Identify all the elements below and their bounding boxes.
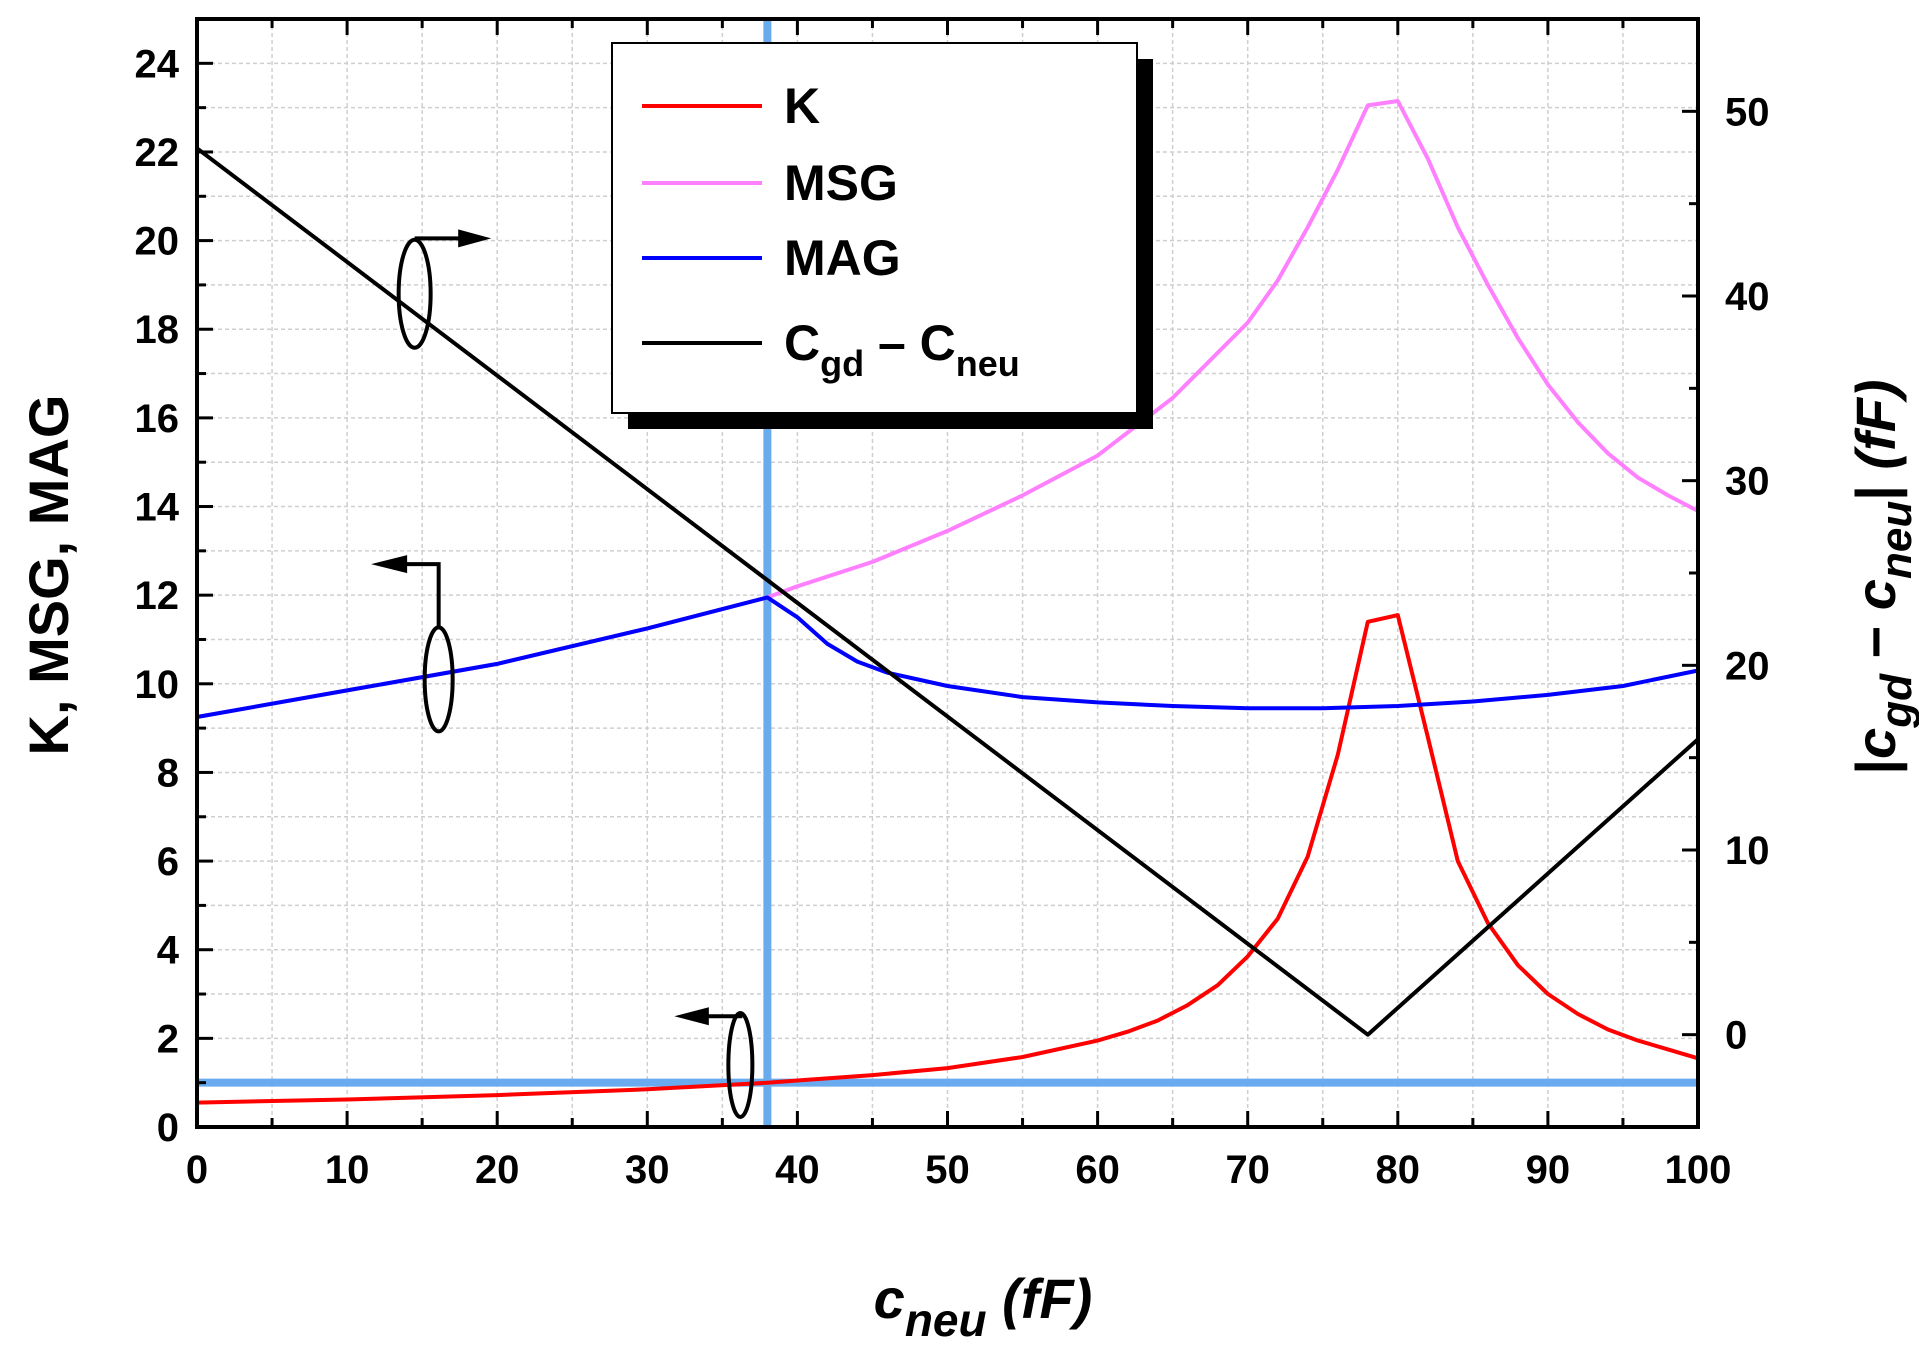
y-left-tick-label: 0 — [157, 1106, 179, 1150]
y-left-tick-label: 8 — [157, 751, 179, 795]
arrow-left-k-indicator — [674, 1007, 755, 1119]
legend: K MSG MAG Cgd – Cneu — [611, 42, 1153, 429]
x-tick-label: 60 — [1075, 1148, 1120, 1192]
x-tick-label: 20 — [475, 1148, 520, 1192]
y-left-tick-label: 6 — [157, 840, 179, 884]
y-right-axis-title: |cgd − cneu| (fF) — [1844, 379, 1919, 774]
series-lines — [195, 99, 1700, 1105]
ticks: 0 10 20 30 40 50 60 70 80 90 100024681012141618202… — [135, 19, 1770, 1192]
y-left-tick-label: 22 — [135, 131, 180, 175]
x-tick-label: 50 — [925, 1148, 970, 1192]
arrow-left-k-indicator-ellipse — [726, 1010, 755, 1119]
arrow-left-k-indicator-arrow-line — [701, 1012, 743, 1019]
y-right-tick-label: 30 — [1725, 460, 1770, 504]
y-left-tick-label: 2 — [157, 1017, 179, 1061]
arrow-right-indicator — [396, 229, 492, 350]
series-line-cgd-cneu — [195, 146, 1700, 1037]
x-tick-label: 30 — [625, 1148, 670, 1192]
x-tick-label: 80 — [1376, 1148, 1421, 1192]
annotations — [371, 229, 755, 1119]
x-tick-label: 10 — [325, 1148, 370, 1192]
legend-label-mag: MAG — [784, 230, 901, 286]
series-line-mag — [196, 595, 1699, 719]
y-right-tick-label: 0 — [1725, 1014, 1747, 1058]
y-left-tick-label: 12 — [135, 574, 180, 618]
y-left-tick-label: 20 — [135, 220, 180, 264]
arrow-right-indicator-arrow-head — [458, 229, 492, 248]
y-left-tick-label: 18 — [135, 308, 180, 352]
x-tick-label: 40 — [775, 1148, 820, 1192]
arrow-left-mag-indicator-ellipse — [422, 625, 455, 734]
x-tick-label: 0 — [186, 1148, 208, 1192]
legend-label-msg: MSG — [784, 155, 898, 211]
x-tick-label: 100 — [1665, 1148, 1732, 1192]
x-axis-title: cneu (fF) — [874, 1267, 1093, 1346]
x-tick-label: 70 — [1225, 1148, 1270, 1192]
legend-label-k: K — [784, 78, 820, 134]
y-right-tick-label: 40 — [1725, 275, 1770, 319]
arrow-left-mag-indicator-arrow-head — [371, 555, 408, 574]
arrow-left-mag-indicator-arrow-line — [401, 562, 441, 628]
y-right-tick-label: 10 — [1725, 829, 1770, 873]
arrow-left-k-indicator-arrow-head — [674, 1007, 709, 1026]
series-line-msg — [196, 99, 1699, 719]
legend-label-cgd-cneu: Cgd – Cneu — [784, 315, 1020, 384]
y-right-tick-label: 50 — [1725, 90, 1770, 134]
y-left-tick-label: 24 — [135, 42, 180, 86]
y-left-tick-label: 10 — [135, 663, 180, 707]
y-right-tick-label: 20 — [1725, 644, 1770, 688]
arrow-right-indicator-ellipse — [396, 237, 433, 350]
y-left-tick-label: 14 — [135, 486, 180, 530]
y-left-axis-title: K, MSG, MAG — [17, 395, 80, 756]
x-tick-label: 90 — [1526, 1148, 1571, 1192]
y-left-tick-label: 4 — [157, 929, 180, 973]
y-left-tick-label: 16 — [135, 397, 180, 441]
series-line-k — [196, 613, 1699, 1105]
arrow-left-mag-indicator — [371, 555, 455, 734]
